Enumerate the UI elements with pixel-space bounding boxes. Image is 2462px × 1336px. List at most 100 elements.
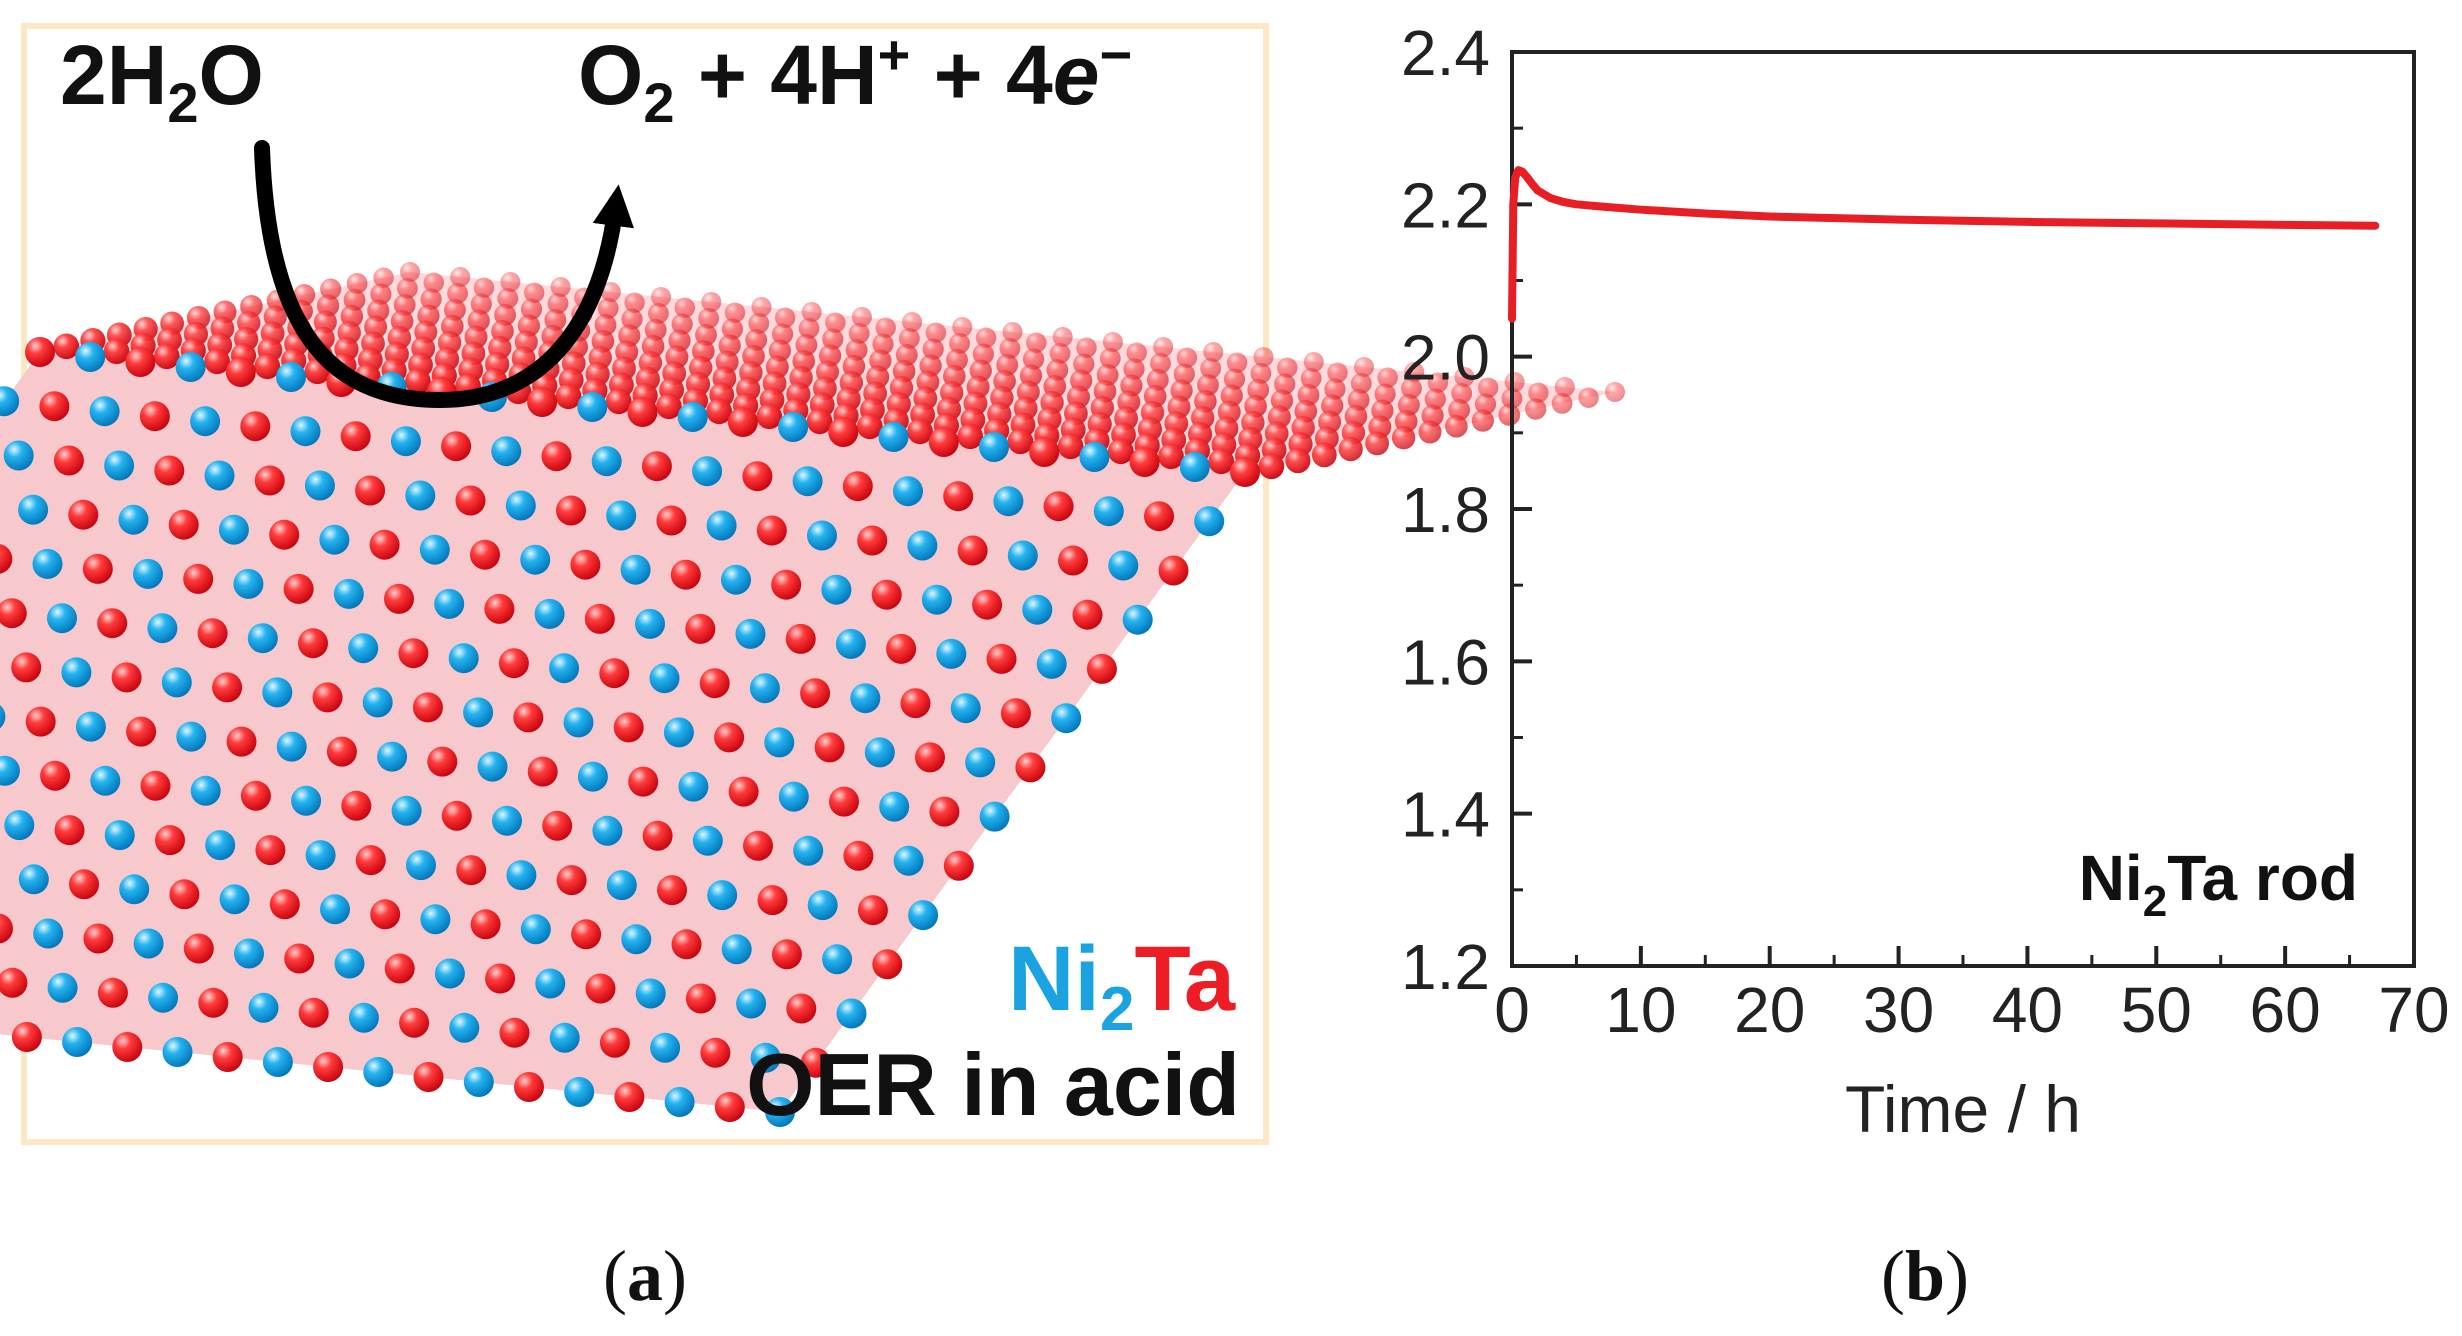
lattice-atom — [692, 825, 723, 856]
lattice-atom — [513, 702, 544, 733]
lattice-atom — [1122, 604, 1153, 635]
lattice-atom — [39, 391, 70, 422]
lattice-atom — [441, 800, 472, 831]
lattice-atom — [1391, 426, 1416, 450]
lattice-atom — [492, 805, 522, 836]
lattice-atom — [168, 509, 199, 540]
lattice-atom — [620, 554, 651, 585]
lattice-atom — [721, 564, 751, 595]
lattice-atom — [18, 864, 49, 895]
lattice-atom — [240, 780, 271, 811]
lattice-atom — [334, 948, 365, 979]
lattice-atom — [600, 282, 621, 302]
lattice-atom — [635, 608, 665, 639]
lattice-atom — [69, 869, 99, 900]
lattice-atom — [104, 820, 135, 851]
lattice-atom — [111, 662, 142, 693]
x-tick-label: 60 — [2250, 974, 2321, 1046]
lattice-atom — [190, 775, 221, 806]
lattice-atom — [678, 771, 709, 802]
lattice-atom — [1057, 433, 1084, 460]
lattice-atom — [656, 505, 687, 536]
lattice-atom — [800, 678, 831, 709]
lattice-atom — [556, 495, 586, 526]
lattice-atom — [996, 354, 1019, 376]
lattice-atom — [305, 840, 336, 871]
lattice-atom — [175, 352, 206, 382]
lattice-atom — [0, 705, 6, 729]
lattice-atom — [1043, 491, 1074, 522]
lattice-atom — [90, 765, 121, 796]
y-tick-label: 1.8 — [1401, 474, 1490, 546]
lattice-atom — [419, 534, 450, 565]
lattice-atom — [373, 267, 394, 288]
lattice-atom — [952, 317, 973, 337]
lattice-atom — [1200, 358, 1222, 379]
lattice-atom — [298, 628, 328, 659]
lattice-atom — [857, 525, 888, 556]
lattice-atom — [599, 658, 630, 689]
lattice-atom — [1451, 383, 1473, 404]
lattice-atom — [333, 578, 364, 609]
lattice-atom — [1051, 703, 1082, 734]
lattice-atom — [112, 1032, 143, 1062]
lattice-atom — [506, 860, 537, 891]
lattice-atom — [975, 327, 997, 348]
lattice-atom — [147, 613, 178, 644]
lattice-atom — [447, 283, 468, 304]
lattice-atom — [1073, 353, 1095, 375]
lattice-atom — [1427, 372, 1449, 393]
lattice-atom — [219, 884, 250, 915]
lattice-atom — [829, 786, 859, 817]
lattice-atom — [793, 835, 824, 866]
lattice-atom — [97, 608, 128, 639]
lattice-atom — [807, 520, 837, 551]
lattice-atom — [500, 272, 521, 292]
lattice-atom — [397, 278, 418, 299]
lattice-atom — [621, 924, 652, 955]
lattice-atom — [749, 673, 780, 704]
lattice-atom — [979, 432, 1009, 462]
lattice-atom — [161, 667, 192, 698]
lattice-atom — [1208, 448, 1234, 475]
lattice-atom — [234, 938, 264, 969]
x-tick-label: 70 — [2378, 974, 2449, 1046]
oer-caption: OER in acid — [746, 1035, 1240, 1134]
lattice-atom — [556, 865, 587, 896]
lattice-atom — [671, 929, 702, 960]
lattice-atom — [320, 894, 350, 925]
lattice-atom — [1197, 374, 1219, 396]
lattice-atom — [1354, 357, 1374, 377]
lattice-atom — [544, 309, 567, 331]
lattice-atom — [1015, 752, 1046, 783]
lattice-atom — [520, 298, 543, 320]
lattice-atom — [75, 711, 106, 742]
lattice-atom — [821, 574, 852, 605]
lattice-atom — [1274, 373, 1296, 395]
lattice-atom — [514, 1072, 544, 1102]
lattice-atom — [624, 292, 645, 313]
lattice-atom — [1099, 348, 1121, 369]
lattice-atom — [25, 337, 55, 367]
lattice-atom — [1327, 362, 1348, 383]
lattice-atom — [1123, 358, 1145, 380]
lattice-atom — [463, 1067, 494, 1097]
lattice-atom — [190, 406, 221, 437]
x-axis-ticks: 0 10 20 30 40 50 60 70 — [1494, 946, 2450, 1046]
lattice-atom — [1605, 382, 1625, 402]
lattice-atom — [999, 338, 1021, 359]
lattice-atom — [1108, 438, 1134, 465]
y-tick-label: 2.4 — [1401, 17, 1490, 89]
lattice-atom — [1525, 398, 1547, 420]
lattice-atom — [1126, 342, 1147, 363]
lattice-atom — [169, 879, 200, 910]
y-tick-label: 2.0 — [1401, 322, 1490, 394]
lattice-atom — [494, 304, 516, 326]
series-line-ni2ta-rod — [1508, 166, 2380, 323]
lattice-atom — [1338, 437, 1363, 462]
lattice-atom — [247, 623, 278, 654]
lattice-atom — [477, 751, 508, 782]
lattice-atom — [828, 417, 859, 447]
lattice-atom — [822, 944, 853, 975]
lattice-atom — [555, 383, 582, 410]
